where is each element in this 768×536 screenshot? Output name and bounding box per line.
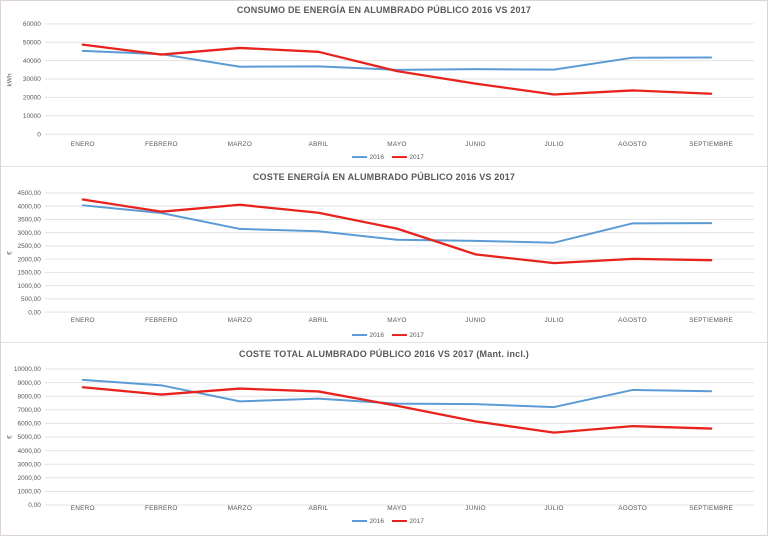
- y-tick-label: 60000: [23, 21, 41, 28]
- legend-label-2016: 2016: [370, 154, 385, 161]
- y-tick-label: 0,00: [28, 502, 41, 509]
- series-line-2017: [81, 43, 713, 96]
- y-tick-label: 10000,00: [14, 366, 41, 373]
- y-tick-label: 500,00: [21, 296, 41, 303]
- series-line-2016: [81, 49, 713, 71]
- x-axis-label: MAYO: [387, 317, 406, 324]
- y-tick-label: 3500,00: [17, 217, 41, 224]
- y-tick-label: 30000: [23, 76, 41, 83]
- chart-title-consumo: CONSUMO DE ENERGÍA EN ALUMBRADO PÚBLICO …: [236, 5, 532, 15]
- legend-label-2017: 2017: [409, 518, 424, 525]
- x-axis-label: FEBRERO: [145, 141, 178, 148]
- y-tick-label: 2000,00: [17, 256, 41, 263]
- x-axis-label: SEPTIEMBRE: [689, 505, 733, 512]
- chart-panel-consumo-energia: CONSUMO DE ENERGÍA EN ALUMBRADO PÚBLICO …: [1, 1, 767, 167]
- x-axis-label: JUNIO: [465, 505, 485, 512]
- y-tick-label: 4000,00: [17, 203, 41, 210]
- x-axis-label: AGOSTO: [618, 317, 647, 324]
- chart-title-coste-total: COSTE TOTAL ALUMBRADO PÚBLICO 2016 VS 20…: [239, 349, 529, 359]
- y-tick-label: 40000: [23, 58, 41, 65]
- x-axis-label: MAYO: [387, 505, 406, 512]
- series-line-2016: [81, 378, 713, 409]
- y-tick-label: 8000,00: [17, 393, 41, 400]
- chart-title-coste-energia: COSTE ENERGÍA EN ALUMBRADO PÚBLICO 2016 …: [252, 172, 516, 182]
- y-tick-label: 10000: [23, 113, 41, 120]
- series-line-2017: [81, 198, 713, 265]
- x-axis-label: FEBRERO: [145, 317, 178, 324]
- x-axis-label: JULIO: [544, 505, 563, 512]
- x-axis-label: FEBRERO: [145, 505, 178, 512]
- x-axis-label: JUNIO: [465, 141, 485, 148]
- y-tick-label: 7000,00: [17, 407, 41, 414]
- y-tick-label: 20000: [23, 95, 41, 102]
- x-axis-label: ABRIL: [309, 141, 329, 148]
- y-tick-label: 1500,00: [17, 270, 41, 277]
- y-tick-label: 50000: [23, 39, 41, 46]
- x-axis-label: ABRIL: [309, 317, 329, 324]
- x-axis-label: SEPTIEMBRE: [689, 317, 733, 324]
- y-tick-label: 0: [37, 131, 41, 138]
- y-tick-label: 2500,00: [17, 243, 41, 250]
- x-axis-label: AGOSTO: [618, 141, 647, 148]
- consumo-chart-canvas: 60000 50000 40000 30000 20000 10000 0 ENERO FEBR…: [23, 21, 755, 161]
- x-axis-label: MARZO: [228, 505, 252, 512]
- legend-label-2016: 2016: [370, 332, 385, 339]
- y-tick-label: 1000,00: [17, 489, 41, 496]
- x-axis-label: MAYO: [387, 141, 406, 148]
- x-axis-label: ABRIL: [309, 505, 329, 512]
- y-tick-label: 5000,00: [17, 434, 41, 441]
- chart-panel-coste-total: COSTE TOTAL ALUMBRADO PÚBLICO 2016 VS 20…: [1, 343, 767, 535]
- x-axis-label: MARZO: [228, 141, 252, 148]
- y-tick-label: 1000,00: [17, 283, 41, 290]
- y-tick-label: 2000,00: [17, 475, 41, 482]
- y-tick-label: 0,00: [28, 309, 41, 316]
- y-tick-label: 4000,00: [17, 448, 41, 455]
- coste-total-chart-canvas: 10000,00 9000,00 8000,00 7000,00 6000,00 5000…: [14, 366, 755, 525]
- y-tick-label: 9000,00: [17, 380, 41, 387]
- series-line-2016: [81, 204, 713, 244]
- x-axis-label: ENERO: [71, 317, 95, 324]
- y-tick-label: 3000,00: [17, 461, 41, 468]
- coste-energia-chart-canvas: 4500,00 4000,00 3500,00 3000,00 2500,00 2000,…: [17, 190, 755, 339]
- x-axis-label: ENERO: [71, 505, 95, 512]
- x-axis-label: JULIO: [544, 141, 563, 148]
- x-axis-label: JUNIO: [465, 317, 485, 324]
- x-axis-label: MARZO: [228, 317, 252, 324]
- x-axis-label: JULIO: [544, 317, 563, 324]
- x-axis-label: ENERO: [71, 141, 95, 148]
- y-tick-label: 3000,00: [17, 230, 41, 237]
- legend-label-2016: 2016: [370, 518, 385, 525]
- y-tick-label: 6000,00: [17, 421, 41, 428]
- y-tick-label: 4500,00: [17, 190, 41, 197]
- x-axis-label: SEPTIEMBRE: [689, 141, 733, 148]
- series-line-2017: [81, 386, 713, 434]
- legend-label-2017: 2017: [409, 154, 424, 161]
- legend-label-2017: 2017: [409, 332, 424, 339]
- x-axis-label: AGOSTO: [618, 505, 647, 512]
- chart-panel-coste-energia: COSTE ENERGÍA EN ALUMBRADO PÚBLICO 2016 …: [1, 167, 767, 343]
